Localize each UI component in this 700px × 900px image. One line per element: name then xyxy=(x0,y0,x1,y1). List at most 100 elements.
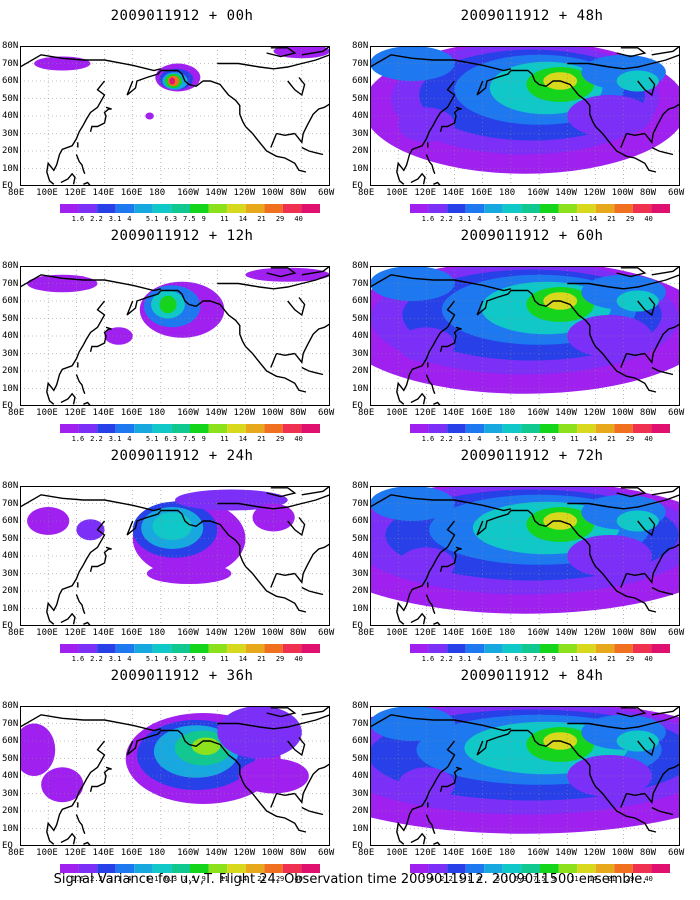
colorbar-label: 40 xyxy=(294,655,303,663)
coastline xyxy=(476,70,512,96)
variance-field xyxy=(370,46,680,174)
map-panel: 2009011912 + 84h 80N 70N 60N 50N 40N 30N 20N 10N… xyxy=(352,668,700,883)
colorbar-swatch xyxy=(245,204,265,213)
colorbar-swatch xyxy=(632,204,652,213)
colorbar-swatch xyxy=(60,644,79,653)
colorbar-label: 4 xyxy=(127,655,132,663)
colorbar-label: 5.1 xyxy=(495,875,509,883)
colorbar-swatch xyxy=(595,644,615,653)
map-svg xyxy=(370,266,680,406)
coastline xyxy=(567,54,680,70)
colorbar-swatch xyxy=(78,864,98,873)
variance-field xyxy=(370,486,680,614)
coastline xyxy=(20,274,162,292)
map-plot xyxy=(370,706,680,846)
coastline xyxy=(301,706,330,716)
colorbar-swatch xyxy=(134,204,153,213)
colorbar-swatch xyxy=(60,424,79,433)
coastline xyxy=(276,132,295,137)
y-tick-label: 10N xyxy=(2,383,19,394)
x-tick-label: 100W xyxy=(611,408,634,418)
colorbar-label: 11 xyxy=(570,215,579,223)
x-tick-label: 140W xyxy=(555,188,577,198)
colorbar-label: 6.3 xyxy=(514,215,528,223)
colorbar xyxy=(410,644,670,653)
x-tick-label: 80E xyxy=(8,408,25,418)
colorbar-swatch xyxy=(134,424,153,433)
coastline xyxy=(217,54,330,70)
colorbar-label: 2.2 xyxy=(90,655,103,663)
x-tick-label: 120W xyxy=(233,628,256,638)
map-svg xyxy=(370,706,680,846)
map-plot xyxy=(370,46,680,186)
colorbar-swatch xyxy=(465,644,485,653)
x-tick-label: 120W xyxy=(583,628,606,638)
coastline xyxy=(217,274,330,290)
x-tick-label: 120E xyxy=(414,848,437,858)
variance-contour xyxy=(175,489,288,511)
x-tick-label: 120E xyxy=(64,628,87,638)
coastline xyxy=(294,323,330,364)
x-tick-label: 140W xyxy=(205,408,227,418)
x-tick-label: 100E xyxy=(36,848,58,858)
y-tick-label: 30N xyxy=(352,348,369,359)
map-plot xyxy=(20,486,330,626)
colorbar-label: 11 xyxy=(220,875,229,883)
colorbar-label: 40 xyxy=(644,655,653,663)
coastline xyxy=(644,323,680,364)
colorbar-label: 4 xyxy=(127,435,132,443)
coastline xyxy=(270,133,278,148)
colorbar-swatch xyxy=(410,644,429,653)
colorbar-swatch xyxy=(190,204,209,213)
coastline xyxy=(75,814,86,835)
map-panel: 2009011912 + 72h 80N 70N 60N 50N 40N 30N 20N 10N… xyxy=(352,448,700,663)
x-tick-label: 80E xyxy=(8,848,25,858)
colorbar-label: 29 xyxy=(625,655,635,663)
variance-contour xyxy=(398,327,455,363)
x-tick-label: 140E xyxy=(92,408,115,418)
coastline xyxy=(425,594,436,615)
y-tick-label: 80N xyxy=(2,701,19,711)
colorbar-label: 6.3 xyxy=(514,875,528,883)
colorbar-swatch xyxy=(264,204,283,213)
coastline xyxy=(60,172,76,185)
coastline xyxy=(217,494,330,510)
panel-title: 2009011912 + 36h xyxy=(110,668,254,684)
coastline xyxy=(266,487,297,498)
variance-contour xyxy=(146,563,232,584)
panel-title: 2009011912 + 00h xyxy=(110,8,254,24)
colorbar-swatch xyxy=(614,644,633,653)
x-tick-label: 160W xyxy=(527,848,549,858)
x-tick-label: 180 xyxy=(498,848,516,858)
coastline xyxy=(46,740,106,845)
y-tick-label: EQ xyxy=(2,181,13,191)
map-panel: 2009011912 + 48h 80N 70N 60N 50N 40N 30N 20N 10N… xyxy=(352,8,700,223)
y-tick-label: EQ xyxy=(2,401,13,411)
x-tick-label: 60W xyxy=(318,848,335,858)
colorbar-label: 3.1 xyxy=(108,215,122,223)
coastline xyxy=(620,353,628,368)
y-tick-label: 80N xyxy=(2,261,19,271)
x-tick-label: 100W xyxy=(261,628,284,638)
colorbar-swatch xyxy=(282,204,302,213)
coastline xyxy=(651,806,674,816)
colorbar-swatch xyxy=(208,644,228,653)
x-tick-label: 100W xyxy=(261,188,284,198)
x-tick-label: 60W xyxy=(668,188,685,198)
colorbar-swatch xyxy=(540,644,559,653)
colorbar-label: 29 xyxy=(625,875,635,883)
coastline xyxy=(294,763,330,804)
y-tick-label: 80N xyxy=(352,701,369,711)
colorbar-swatch xyxy=(282,644,302,653)
variance-field xyxy=(370,706,680,834)
colorbar-label: 21 xyxy=(607,655,616,663)
y-tick-label: 70N xyxy=(2,718,19,729)
coastline xyxy=(46,80,106,185)
colorbar-swatch xyxy=(264,424,283,433)
variance-field xyxy=(370,266,680,394)
y-tick-label: 50N xyxy=(2,533,19,544)
colorbar-swatch xyxy=(651,864,670,873)
colorbar-label: 14 xyxy=(588,655,598,663)
colorbar-swatch xyxy=(134,864,153,873)
y-tick-label: 40N xyxy=(352,111,369,121)
